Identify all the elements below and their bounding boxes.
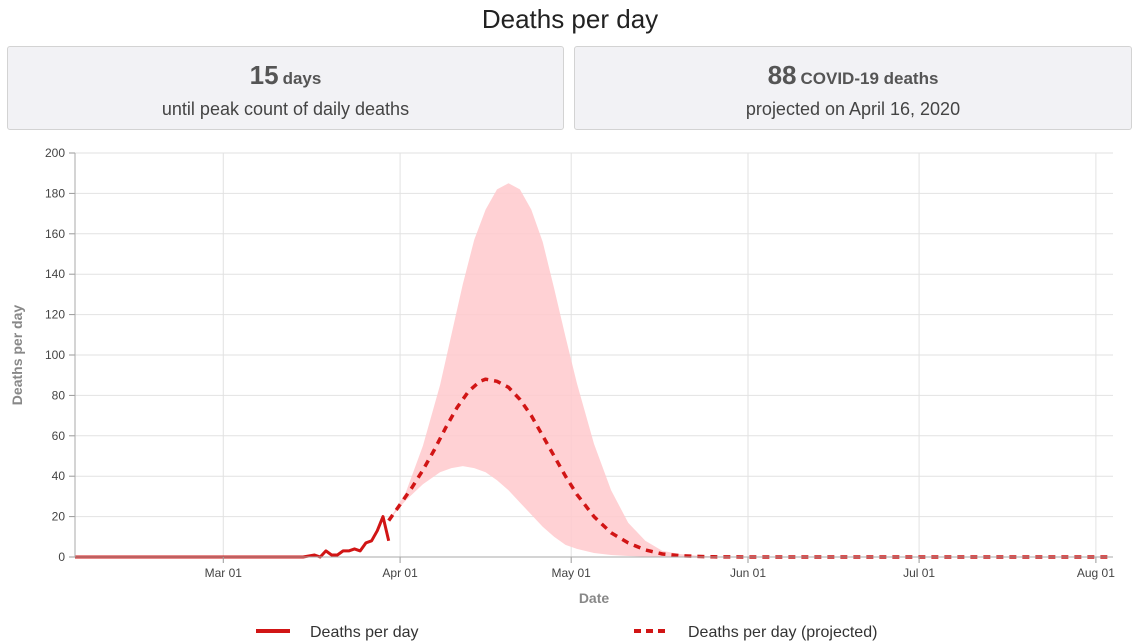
days-to-peak-unit: days <box>282 69 322 88</box>
y-tick-label: 100 <box>45 348 65 362</box>
x-tick-label: Jun 01 <box>730 566 766 580</box>
y-tick-label: 20 <box>52 510 66 524</box>
peak-deaths-value: 88 <box>767 60 797 90</box>
x-tick-label: Aug 01 <box>1077 566 1115 580</box>
x-axis-title: Date <box>579 590 610 606</box>
legend-label-projected: Deaths per day (projected) <box>688 624 877 641</box>
days-to-peak-card: 15 days until peak count of daily deaths <box>7 46 564 130</box>
legend-label-observed: Deaths per day <box>310 624 419 641</box>
y-tick-label: 140 <box>45 267 65 281</box>
observed-deaths-line <box>75 515 391 559</box>
y-tick-label: 180 <box>45 186 65 200</box>
peak-deaths-card: 88 COVID-19 deaths projected on April 16,… <box>574 46 1132 130</box>
peak-deaths-unit: COVID-19 deaths <box>800 69 939 88</box>
y-tick-label: 0 <box>58 550 65 564</box>
x-tick-label: Jul 01 <box>903 566 935 580</box>
x-tick-label: Apr 01 <box>382 566 418 580</box>
days-to-peak-caption: until peak count of daily deaths <box>161 99 410 119</box>
y-axis-title: Deaths per day <box>9 305 25 406</box>
x-tick-label: Mar 01 <box>205 566 243 580</box>
legend: Deaths per day Deaths per day (projected… <box>256 624 877 641</box>
chart-title: Deaths per day <box>481 4 659 34</box>
uncertainty-band <box>388 183 1113 558</box>
y-tick-label: 80 <box>52 388 66 402</box>
y-tick-label: 160 <box>45 227 65 241</box>
projected-deaths-line <box>387 377 1113 559</box>
peak-deaths-caption: projected on April 16, 2020 <box>745 99 961 119</box>
axes: 0 20 40 60 80 100 120 140 160 180 200 Mar 01 Apr 01 M… <box>45 146 1115 580</box>
series-layer <box>75 377 1113 559</box>
y-tick-label: 40 <box>52 469 66 483</box>
days-to-peak-value: 15 <box>249 60 279 90</box>
y-tick-label: 200 <box>45 146 65 160</box>
x-tick-label: May 01 <box>552 566 592 580</box>
y-tick-label: 60 <box>52 429 66 443</box>
uncertainty-band-layer <box>388 183 1113 558</box>
y-tick-label: 120 <box>45 308 65 322</box>
